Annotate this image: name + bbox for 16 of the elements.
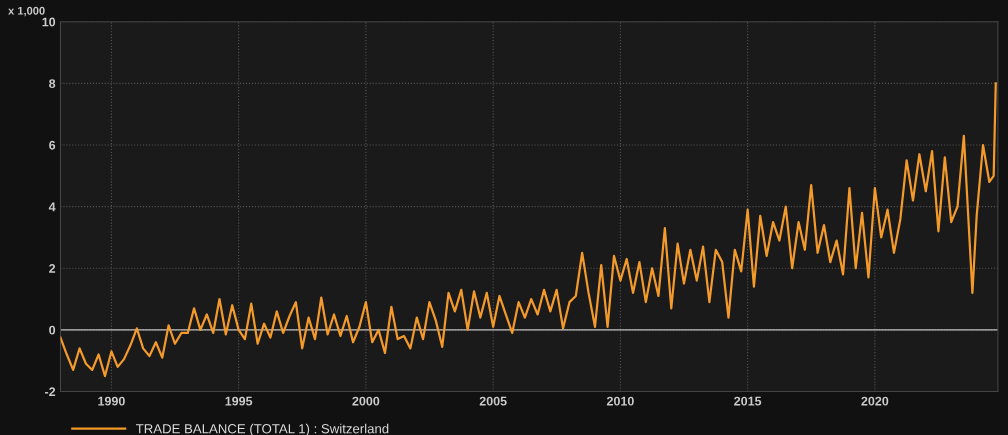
- y-tick-label: 8: [49, 79, 56, 89]
- line-series: [60, 82, 997, 378]
- x-tick-label: 2000: [352, 396, 380, 406]
- x-tick-label: 2005: [479, 396, 507, 406]
- y-tick-label: -2: [44, 387, 56, 397]
- y-tick-label: 6: [49, 140, 56, 150]
- y-tick-label: 10: [42, 17, 56, 27]
- y-tick-label: 4: [48, 202, 56, 212]
- x-tick-label: 2010: [606, 396, 634, 406]
- y-tick-label: 0: [49, 325, 56, 335]
- x-tick-label: 1990: [98, 396, 125, 406]
- y-axis-title: x 1,000: [8, 6, 45, 17]
- y-tick-label: 2: [49, 264, 56, 273]
- x-tick-label: 2015: [734, 396, 762, 406]
- x-tick-label: 2020: [861, 396, 889, 406]
- x-tick-label: 1995: [225, 396, 253, 406]
